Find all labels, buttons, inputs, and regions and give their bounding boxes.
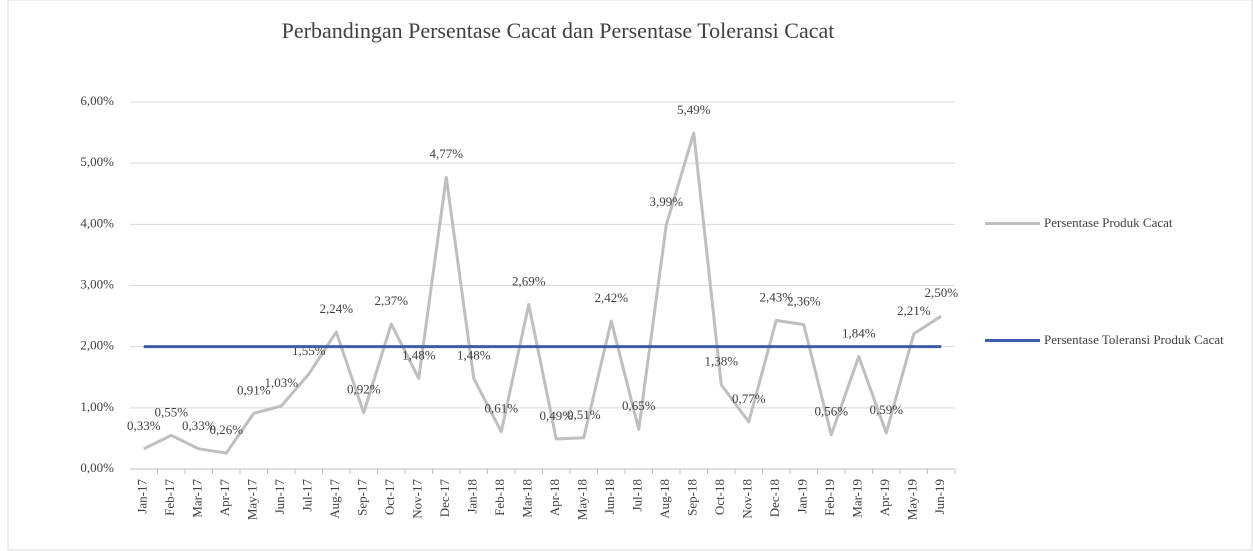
data-label: 0,51% xyxy=(567,407,601,422)
x-tick-label: Feb-19 xyxy=(822,479,837,516)
series-line xyxy=(143,131,943,455)
data-label: 1,84% xyxy=(842,325,876,340)
x-tick-label: Dec-17 xyxy=(437,479,452,518)
data-label: 2,24% xyxy=(319,301,353,316)
data-label: 2,42% xyxy=(594,290,628,305)
data-label: 0,91% xyxy=(237,382,271,397)
data-label: 2,43% xyxy=(759,289,793,304)
data-label: 1,03% xyxy=(264,375,298,390)
x-tick-label: Apr-19 xyxy=(877,479,892,516)
x-tick-label: Nov-17 xyxy=(410,479,425,519)
y-tick-label: 4,00% xyxy=(80,215,114,230)
data-label: 2,50% xyxy=(924,285,958,300)
legend-label: Persentase Produk Cacat xyxy=(1044,215,1173,230)
x-tick-label: Apr-18 xyxy=(547,479,562,516)
data-label: 0,33% xyxy=(182,418,216,433)
x-tick-label: May-18 xyxy=(575,479,590,520)
data-label: 0,26% xyxy=(209,422,243,437)
data-label: 2,36% xyxy=(787,294,821,309)
x-tick-label: Jun-17 xyxy=(272,479,287,515)
x-tick-label: Jun-18 xyxy=(602,479,617,514)
x-tick-label: Oct-17 xyxy=(382,479,397,516)
data-label: 0,61% xyxy=(484,401,518,416)
x-tick-label: Jan-17 xyxy=(135,479,150,514)
data-label: 1,48% xyxy=(457,347,491,362)
chart-title: Perbandingan Persentase Cacat dan Persen… xyxy=(282,18,835,43)
data-label: 0,59% xyxy=(869,402,903,417)
x-tick-label: Jan-19 xyxy=(795,479,810,514)
y-tick-label: 6,00% xyxy=(80,93,114,108)
data-label: 0,55% xyxy=(154,404,188,419)
y-tick-label: 1,00% xyxy=(80,399,114,414)
x-tick-label: Aug-18 xyxy=(657,479,672,519)
y-tick-label: 2,00% xyxy=(80,338,114,353)
x-tick-label: May-17 xyxy=(245,479,260,521)
x-tick-label: Sep-18 xyxy=(685,479,700,516)
data-label: 0,49% xyxy=(539,408,573,423)
data-label: 0,56% xyxy=(814,404,848,419)
legend-item: Persentase Toleransi Produk Cacat xyxy=(985,332,1224,347)
legend-label: Persentase Toleransi Produk Cacat xyxy=(1044,332,1224,347)
x-tick-label: Feb-17 xyxy=(162,479,177,516)
x-tick-label: Jun-19 xyxy=(932,479,947,514)
data-label: 2,69% xyxy=(512,273,546,288)
y-tick-label: 0,00% xyxy=(80,460,114,475)
x-tick-label: Mar-17 xyxy=(190,479,205,518)
x-tick-label: Aug-17 xyxy=(327,479,342,519)
x-tick-label: Feb-18 xyxy=(492,479,507,516)
x-tick-label: Jul-17 xyxy=(300,479,315,512)
x-tick-label: Nov-18 xyxy=(740,479,755,519)
data-label: 0,33% xyxy=(127,418,161,433)
data-label: 0,77% xyxy=(732,391,766,406)
x-tick-label: Mar-19 xyxy=(850,479,865,518)
legend-swatch xyxy=(985,339,1040,342)
x-tick-label: Sep-17 xyxy=(355,479,370,516)
y-tick-label: 3,00% xyxy=(80,276,114,291)
data-label: 1,48% xyxy=(402,347,436,362)
data-label: 2,21% xyxy=(897,303,931,318)
y-tick-label: 5,00% xyxy=(80,154,114,169)
x-tick-label: Jul-18 xyxy=(630,479,645,512)
data-label: 3,99% xyxy=(649,194,683,209)
data-label: 1,38% xyxy=(704,354,738,369)
x-tick-label: Apr-17 xyxy=(217,479,232,517)
data-label: 0,65% xyxy=(622,398,656,413)
chart-frame xyxy=(7,0,1253,551)
data-label: 0,92% xyxy=(347,382,381,397)
x-tick-label: Dec-18 xyxy=(767,479,782,517)
x-tick-label: Oct-18 xyxy=(712,479,727,515)
data-label: 2,37% xyxy=(374,293,408,308)
legend-swatch xyxy=(985,222,1040,225)
x-tick-label: Jan-18 xyxy=(465,479,480,514)
legend-item: Persentase Produk Cacat xyxy=(985,215,1244,230)
data-label: 4,77% xyxy=(429,146,463,161)
x-tick-label: Mar-18 xyxy=(520,479,535,518)
x-tick-label: May-19 xyxy=(905,479,920,520)
data-label: 5,49% xyxy=(677,102,711,117)
